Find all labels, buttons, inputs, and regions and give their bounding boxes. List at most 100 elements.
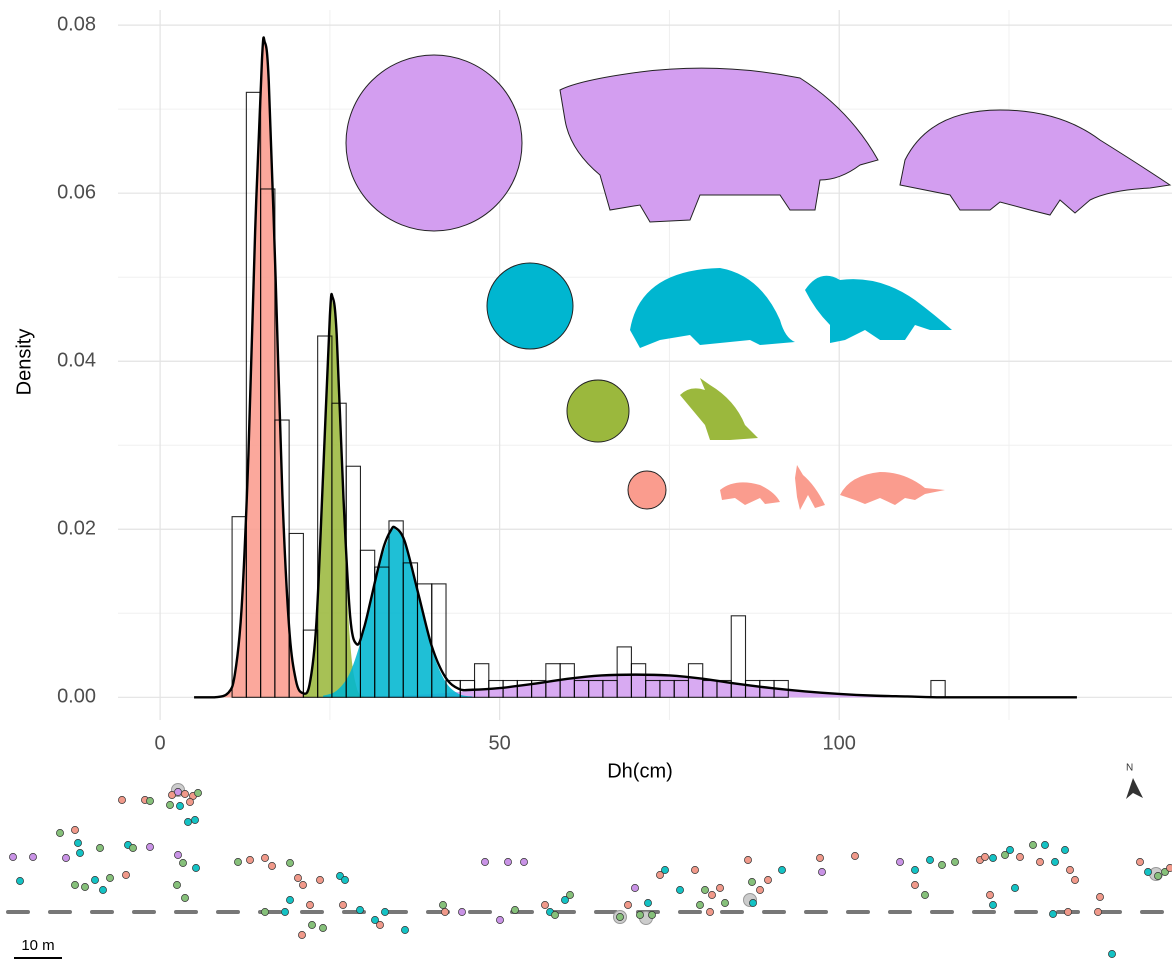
find-dot — [268, 862, 275, 869]
find-dot — [194, 789, 201, 796]
find-dot — [636, 911, 643, 918]
find-dot — [339, 901, 346, 908]
x-axis-title: Dh(cm) — [607, 760, 673, 782]
find-dot — [481, 858, 488, 865]
figure: 0501000.000.020.040.060.08Dh(cm)Density … — [0, 0, 1172, 962]
find-dot — [191, 816, 198, 823]
group-circle — [628, 471, 666, 509]
find-dot — [401, 926, 408, 933]
find-dot — [616, 913, 623, 920]
find-dot — [1049, 910, 1056, 917]
find-dot — [71, 881, 78, 888]
find-dot — [173, 881, 180, 888]
find-dot — [938, 861, 945, 868]
find-dot — [764, 876, 771, 883]
density-area — [221, 37, 309, 697]
find-dot — [911, 881, 918, 888]
find-dot — [756, 886, 763, 893]
find-dot — [74, 839, 81, 846]
find-dot — [691, 866, 698, 873]
find-dot — [261, 908, 268, 915]
find-dot — [1154, 872, 1161, 879]
find-dot — [192, 864, 199, 871]
silhouette — [805, 276, 952, 343]
find-dot — [1016, 853, 1023, 860]
find-dot — [721, 899, 728, 906]
find-dot — [71, 826, 78, 833]
find-dot — [356, 906, 363, 913]
site-map: N 10 m — [8, 763, 1172, 958]
find-dot — [96, 844, 103, 851]
find-dot — [661, 866, 668, 873]
find-dot — [62, 854, 69, 861]
find-dot — [234, 858, 241, 865]
find-dot — [1066, 866, 1073, 873]
x-tick-label: 0 — [155, 732, 166, 754]
find-dot — [1071, 876, 1078, 883]
find-dot — [286, 896, 293, 903]
find-dot — [1036, 858, 1043, 865]
find-dot — [1006, 846, 1013, 853]
find-dot — [1096, 893, 1103, 900]
find-dot — [316, 876, 323, 883]
find-dot — [81, 883, 88, 890]
find-dot — [989, 901, 996, 908]
find-dot — [744, 856, 751, 863]
group-circle — [487, 263, 573, 349]
find-dot — [91, 876, 98, 883]
find-dot — [504, 858, 511, 865]
find-dot — [716, 884, 723, 891]
find-dot — [186, 798, 193, 805]
group-circle — [567, 380, 629, 442]
histogram-bar — [931, 681, 945, 698]
silhouette — [680, 378, 758, 440]
find-dot — [818, 868, 825, 875]
find-dot — [778, 866, 785, 873]
find-dot — [184, 818, 191, 825]
find-dot — [299, 881, 306, 888]
find-dot — [648, 911, 655, 918]
find-dot — [706, 908, 713, 915]
silhouette — [795, 465, 825, 510]
find-dot — [1144, 868, 1151, 875]
find-dot — [174, 851, 181, 858]
find-dot — [981, 853, 988, 860]
find-dot — [511, 906, 518, 913]
find-dot — [1051, 858, 1058, 865]
find-dot — [1094, 908, 1101, 915]
x-tick-label: 100 — [823, 732, 856, 754]
find-dot — [1061, 846, 1068, 853]
find-dot — [118, 796, 125, 803]
find-dot — [520, 858, 527, 865]
find-dot — [1011, 884, 1018, 891]
find-dot — [341, 876, 348, 883]
find-dot — [896, 858, 903, 865]
north-arrow — [1126, 778, 1143, 799]
find-dot — [1108, 950, 1115, 957]
find-dot — [816, 854, 823, 861]
find-dot — [306, 901, 313, 908]
find-dot — [122, 871, 129, 878]
silhouette — [720, 482, 780, 505]
find-dot — [181, 790, 188, 797]
find-dot — [146, 797, 153, 804]
scale-label: 10 m — [21, 937, 54, 954]
find-dot — [1136, 858, 1143, 865]
group-circle — [346, 55, 522, 231]
find-dot — [951, 858, 958, 865]
find-dot — [166, 801, 173, 808]
find-dot — [76, 849, 83, 856]
find-dot — [381, 908, 388, 915]
find-dot — [748, 878, 755, 885]
find-dot — [496, 916, 503, 923]
find-dot — [458, 908, 465, 915]
find-dot — [376, 921, 383, 928]
find-dot — [319, 924, 326, 931]
find-dot — [1041, 841, 1048, 848]
y-tick-label: 0.06 — [57, 181, 96, 203]
find-dot — [1064, 908, 1071, 915]
find-dot — [294, 874, 301, 881]
find-dot — [308, 921, 315, 928]
find-dot — [129, 844, 136, 851]
silhouette — [900, 110, 1170, 215]
